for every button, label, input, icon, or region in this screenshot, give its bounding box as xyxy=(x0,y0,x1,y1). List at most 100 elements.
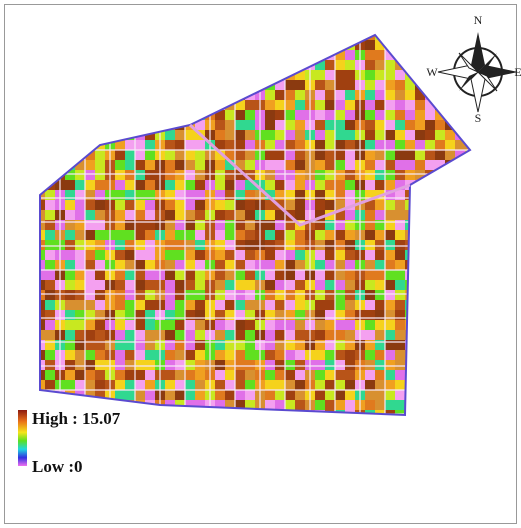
raster-cell xyxy=(365,120,375,130)
raster-cell xyxy=(345,320,355,330)
raster-cell xyxy=(285,150,295,160)
raster-cell xyxy=(65,170,75,180)
raster-cell xyxy=(175,380,185,390)
raster-cell xyxy=(215,300,225,310)
raster-cell xyxy=(275,140,285,150)
raster-cell xyxy=(135,280,145,290)
raster-cell xyxy=(365,190,375,200)
raster-cell xyxy=(165,360,175,370)
raster-cell xyxy=(335,280,345,290)
raster-cell xyxy=(75,280,85,290)
raster-cell xyxy=(265,150,275,160)
raster-cell xyxy=(395,410,405,415)
raster-cell xyxy=(295,290,305,300)
raster-cell xyxy=(95,150,105,160)
raster-cell xyxy=(225,140,235,150)
raster-cell xyxy=(335,200,345,210)
raster-cell xyxy=(365,300,375,310)
raster-cell xyxy=(175,280,185,290)
raster-cell xyxy=(215,180,225,190)
raster-cell xyxy=(385,340,395,350)
raster-cell xyxy=(215,150,225,160)
raster-cell xyxy=(95,280,105,290)
raster-cell xyxy=(95,360,105,370)
raster-cell xyxy=(165,200,175,210)
raster-cell xyxy=(315,130,325,140)
raster-cell xyxy=(85,170,95,180)
raster-cell xyxy=(235,150,245,160)
raster-cell xyxy=(375,90,385,100)
raster-cell xyxy=(185,290,195,300)
raster-cell xyxy=(295,270,305,280)
raster-cell xyxy=(285,250,295,260)
raster-cell xyxy=(195,320,205,330)
raster-cell xyxy=(45,240,55,250)
raster-cell xyxy=(175,270,185,280)
raster-cell xyxy=(225,360,235,370)
raster-cell xyxy=(395,170,405,180)
raster-cell xyxy=(245,350,255,360)
raster-cell xyxy=(195,120,205,130)
raster-cell xyxy=(40,220,45,230)
raster-cell xyxy=(345,400,355,410)
raster-cell xyxy=(315,310,325,320)
raster-cell xyxy=(185,350,195,360)
raster-cell xyxy=(315,330,325,340)
raster-cell xyxy=(375,180,385,190)
raster-cell xyxy=(345,170,355,180)
raster-cell xyxy=(365,360,375,370)
raster-cell xyxy=(405,160,415,170)
raster-cell xyxy=(225,260,235,270)
raster-cell xyxy=(235,110,245,120)
raster-cell xyxy=(365,60,375,70)
raster-cell xyxy=(225,300,235,310)
raster-cell xyxy=(235,370,245,380)
raster-cell xyxy=(275,260,285,270)
raster-cell xyxy=(135,340,145,350)
raster-cell xyxy=(275,270,285,280)
raster-cell xyxy=(245,390,255,400)
raster-cell xyxy=(335,50,345,60)
raster-cell xyxy=(145,160,155,170)
raster-cell xyxy=(235,260,245,270)
raster-cell xyxy=(275,370,285,380)
raster-cell xyxy=(395,150,405,160)
raster-cell xyxy=(325,200,335,210)
raster-cell xyxy=(185,230,195,240)
raster-cell xyxy=(425,100,435,110)
raster-cell xyxy=(275,380,285,390)
raster-cell xyxy=(135,310,145,320)
raster-cell xyxy=(125,270,135,280)
raster-cell xyxy=(175,310,185,320)
raster-cell xyxy=(225,270,235,280)
raster-cell xyxy=(115,240,125,250)
raster-cell xyxy=(345,390,355,400)
raster-cell xyxy=(455,140,465,150)
raster-cell xyxy=(345,220,355,230)
raster-cell xyxy=(115,280,125,290)
raster-cell xyxy=(395,70,405,80)
raster-cell xyxy=(175,130,185,140)
raster-cell xyxy=(235,140,245,150)
raster-cell xyxy=(375,400,385,410)
raster-cell xyxy=(235,100,245,110)
raster-cell xyxy=(345,240,355,250)
raster-cell xyxy=(225,190,235,200)
raster-cell xyxy=(115,330,125,340)
raster-cell xyxy=(325,380,335,390)
raster-cell xyxy=(345,370,355,380)
raster-cell xyxy=(395,100,405,110)
raster-cell xyxy=(395,220,405,230)
raster-cell xyxy=(275,210,285,220)
raster-cell xyxy=(385,110,395,120)
raster-cell xyxy=(85,240,95,250)
raster-cell xyxy=(135,370,145,380)
raster-cell xyxy=(265,100,275,110)
raster-cell xyxy=(375,100,385,110)
raster-cell xyxy=(345,80,355,90)
raster-cell xyxy=(285,300,295,310)
raster-cell xyxy=(115,310,125,320)
raster-cell xyxy=(215,390,225,400)
raster-cell xyxy=(95,310,105,320)
